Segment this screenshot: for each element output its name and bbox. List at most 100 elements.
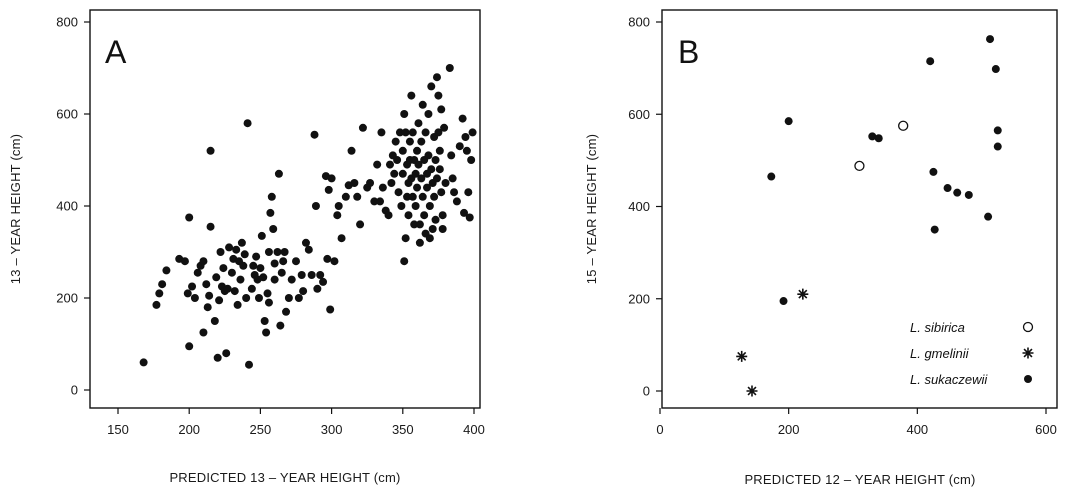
data-point — [279, 257, 288, 266]
data-point — [263, 289, 272, 298]
data-point — [767, 172, 776, 181]
data-point — [333, 211, 342, 220]
data-point — [418, 100, 427, 109]
x-tick-label: 200 — [178, 422, 200, 437]
data-point — [393, 156, 402, 164]
data-point — [237, 238, 246, 247]
data-point — [152, 300, 161, 309]
data-point — [245, 360, 254, 369]
panel-a-label: A — [105, 34, 127, 70]
data-point — [257, 231, 266, 240]
panel-b-y-ticks: 0 200 400 600 800 — [628, 15, 662, 399]
data-point — [874, 134, 883, 143]
data-point — [162, 266, 171, 275]
data-point — [405, 137, 414, 146]
data-point — [199, 328, 208, 337]
data-point — [282, 307, 291, 316]
legend-label-sukaczewii: L. sukaczewii — [910, 372, 988, 387]
data-point — [311, 202, 320, 210]
data-point — [410, 220, 419, 229]
data-point — [350, 179, 359, 187]
data-point — [188, 282, 197, 291]
data-point — [310, 130, 319, 139]
data-point — [267, 192, 276, 201]
data-point — [930, 225, 939, 234]
data-point — [270, 275, 279, 284]
data-point — [413, 146, 422, 155]
data-point — [233, 300, 242, 309]
panel-a-points — [139, 64, 477, 369]
data-point — [260, 317, 269, 325]
data-point — [418, 192, 427, 201]
data-point — [461, 133, 470, 141]
data-point — [468, 128, 477, 137]
data-point — [239, 261, 248, 270]
data-point — [437, 188, 446, 197]
data-point — [326, 305, 335, 314]
data-point — [378, 183, 387, 192]
y-tick-label: 0 — [643, 384, 650, 399]
data-point — [455, 142, 464, 151]
x-tick-label: 150 — [107, 422, 129, 437]
data-point — [437, 105, 446, 114]
data-point — [424, 151, 433, 160]
data-point — [411, 169, 420, 178]
data-point — [199, 257, 208, 266]
panel-b-y-axis-label: 15 – YEAR HEIGHT (cm) — [584, 134, 599, 284]
data-point — [373, 160, 382, 169]
data-point — [394, 188, 403, 197]
x-tick-label: 300 — [321, 422, 343, 437]
data-point — [341, 192, 350, 201]
x-tick-label: 400 — [906, 422, 928, 437]
legend-marker — [1022, 347, 1034, 359]
data-point — [430, 192, 439, 201]
data-point — [404, 211, 413, 220]
data-point — [438, 211, 447, 220]
x-tick-label: 200 — [778, 422, 800, 437]
data-point — [421, 128, 430, 137]
data-point — [356, 220, 365, 229]
data-point — [262, 328, 271, 337]
data-point — [427, 82, 436, 91]
panel-b: B 0 200 400 600 0 200 400 600 800 L. sibirica L… — [584, 9, 1058, 487]
data-point — [431, 156, 440, 164]
data-point — [401, 128, 410, 137]
data-point — [206, 146, 215, 155]
data-point — [319, 277, 328, 286]
data-point — [323, 254, 332, 263]
data-point — [249, 261, 258, 270]
data-point — [435, 165, 444, 174]
data-point — [425, 202, 434, 210]
data-point — [307, 271, 316, 279]
data-point — [202, 280, 211, 289]
data-point — [256, 264, 265, 273]
data-point — [448, 174, 457, 183]
y-tick-label: 400 — [56, 199, 78, 214]
data-point — [206, 222, 215, 231]
data-point — [395, 128, 404, 137]
y-tick-label: 600 — [56, 107, 78, 122]
data-point — [447, 151, 456, 160]
data-point — [304, 245, 313, 254]
data-point — [991, 65, 1000, 74]
data-point — [223, 284, 232, 293]
x-tick-label: 0 — [656, 422, 663, 437]
data-point — [464, 188, 473, 197]
data-point — [139, 358, 148, 367]
data-point — [432, 174, 441, 183]
data-point — [408, 128, 417, 137]
data-point — [467, 156, 476, 164]
data-point — [413, 183, 422, 192]
x-tick-label: 600 — [1035, 422, 1057, 437]
x-tick-label: 250 — [250, 422, 272, 437]
data-point — [287, 275, 296, 284]
data-point — [797, 288, 809, 300]
data-point — [210, 317, 219, 325]
y-tick-label: 600 — [628, 107, 650, 122]
data-point — [158, 280, 167, 289]
data-point — [993, 126, 1002, 135]
x-tick-label: 400 — [463, 422, 485, 437]
data-point — [366, 179, 375, 187]
data-point — [324, 185, 333, 194]
data-point — [299, 287, 308, 296]
